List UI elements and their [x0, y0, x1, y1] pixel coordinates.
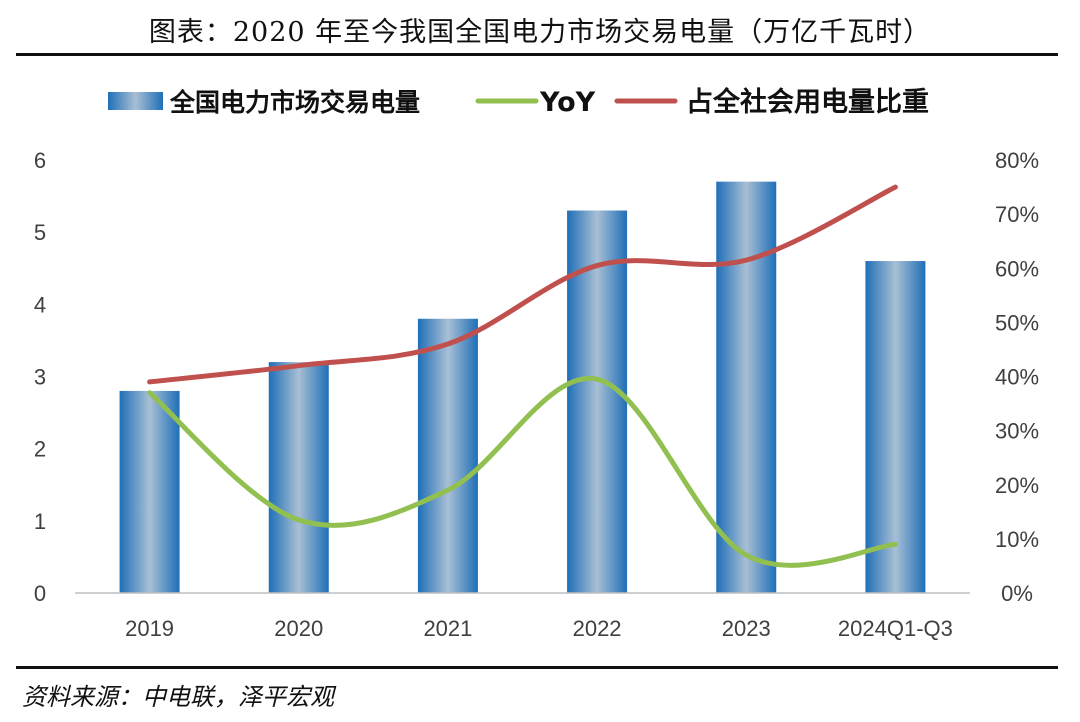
y-left-tick-label: 6 [34, 148, 46, 173]
y-right-tick-label: 30% [995, 419, 1039, 444]
y-left-tick-label: 4 [34, 292, 46, 317]
y-left-tick-label: 3 [34, 365, 46, 390]
share-line [147, 184, 898, 385]
bar [716, 181, 777, 593]
y-left-tick-label: 1 [34, 509, 46, 534]
x-tick-label: 2020 [274, 616, 323, 641]
x-tick-label: 2022 [573, 616, 622, 641]
y-right-tick-label: 50% [995, 310, 1039, 335]
legend-label: 占全社会用电量比重 [686, 86, 929, 118]
legend-label: YoY [539, 87, 596, 118]
bar-series [119, 181, 926, 593]
line-series [147, 184, 898, 568]
y-right-tick-label: 20% [995, 473, 1039, 498]
y-right-tick-label: 0% [1001, 581, 1033, 606]
y-right-tick-label: 10% [995, 527, 1039, 552]
bar [268, 362, 329, 593]
top-rule [16, 53, 1058, 56]
x-tick-label: 2021 [423, 616, 472, 641]
legend: 全国电力市场交易电量 YoY 占全社会用电量比重 [108, 86, 929, 118]
bar [119, 390, 180, 593]
y-right-tick-label: 70% [995, 202, 1039, 227]
y-left-tick-label: 5 [34, 220, 46, 245]
y-left-tick-label: 0 [34, 581, 46, 606]
x-tick-label: 2019 [125, 616, 174, 641]
bar [865, 261, 926, 593]
x-tick-label: 2023 [722, 616, 771, 641]
y-right-tick-label: 80% [995, 148, 1039, 173]
legend-label: 全国电力市场交易电量 [169, 88, 420, 117]
bar [417, 318, 478, 593]
source-note: 资料来源：中电联，泽平宏观 [22, 683, 334, 711]
x-tick-label: 2024Q1-Q3 [838, 616, 953, 641]
yoy-line [147, 375, 898, 568]
y-right-tick-label: 60% [995, 256, 1039, 281]
y-right-tick-label: 40% [995, 365, 1039, 390]
legend-swatch-bar [108, 92, 163, 110]
chart-title: 图表：2020 年至今我国全国电力市场交易电量（万亿千瓦时） [148, 17, 932, 48]
bottom-rule [16, 666, 1058, 669]
y-left-tick-label: 2 [34, 437, 46, 462]
